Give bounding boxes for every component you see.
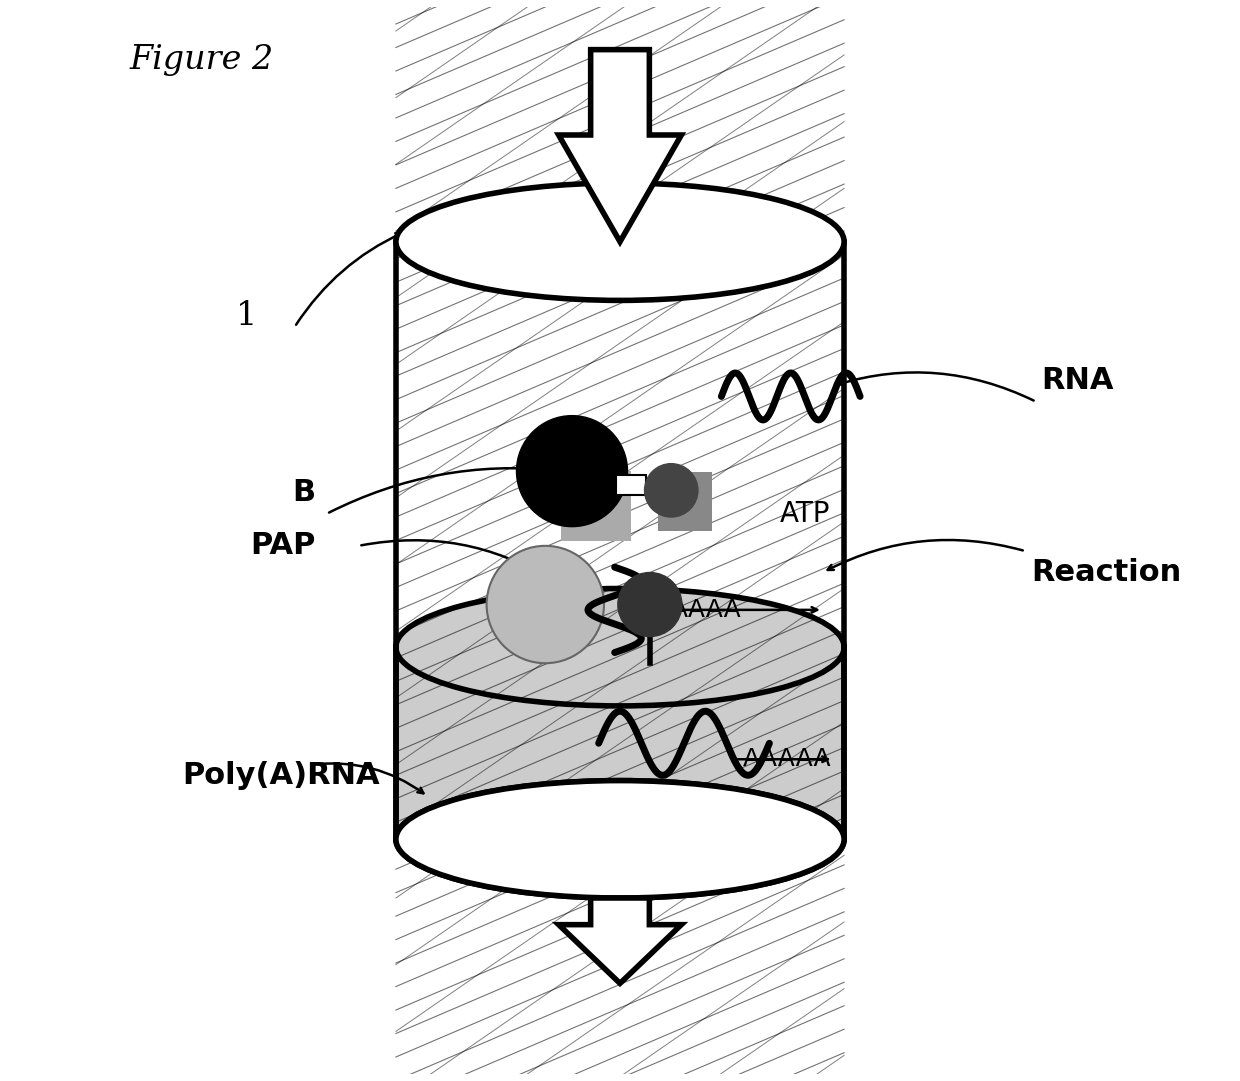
Text: RNA: RNA — [1042, 366, 1114, 395]
Text: ATP: ATP — [780, 499, 831, 528]
Ellipse shape — [396, 588, 844, 706]
Text: PAP: PAP — [250, 532, 316, 560]
Text: Poly(A)RNA: Poly(A)RNA — [182, 761, 381, 790]
Text: Reaction: Reaction — [1030, 558, 1180, 587]
FancyArrow shape — [559, 898, 681, 984]
Text: 1: 1 — [236, 301, 257, 332]
Bar — [658, 472, 712, 531]
Polygon shape — [396, 242, 844, 839]
Text: AAAA: AAAA — [671, 598, 742, 622]
Ellipse shape — [396, 780, 844, 898]
Text: B: B — [293, 478, 316, 507]
Circle shape — [645, 464, 698, 517]
FancyArrow shape — [559, 50, 681, 242]
Circle shape — [517, 416, 627, 526]
Text: Figure 2: Figure 2 — [129, 44, 273, 77]
Polygon shape — [396, 648, 844, 839]
Text: AAAAA: AAAAA — [743, 747, 831, 771]
Circle shape — [618, 573, 682, 637]
Bar — [562, 471, 631, 540]
Bar — [616, 475, 646, 495]
Ellipse shape — [396, 780, 844, 898]
Ellipse shape — [396, 183, 844, 301]
Circle shape — [486, 546, 604, 664]
